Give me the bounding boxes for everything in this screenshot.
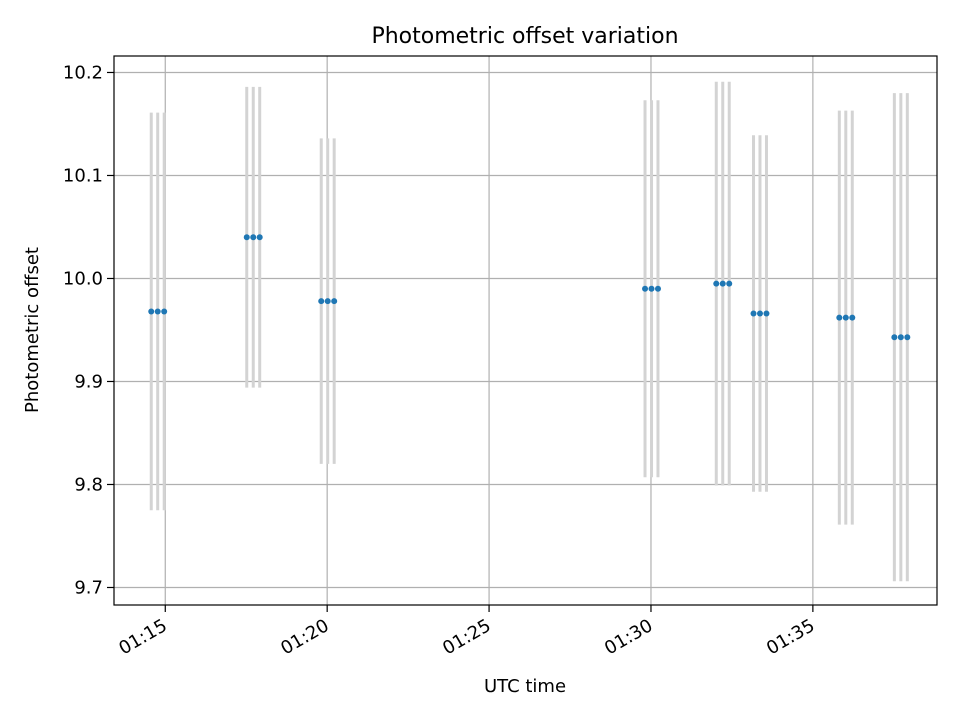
data-point — [891, 334, 898, 341]
data-point — [719, 280, 726, 287]
data-points — [148, 234, 911, 341]
data-point — [250, 234, 257, 241]
data-point — [256, 234, 263, 241]
data-point — [756, 310, 763, 317]
data-point — [849, 314, 856, 321]
data-point — [842, 314, 849, 321]
data-point — [318, 298, 325, 305]
chart-title: Photometric offset variation — [371, 24, 678, 49]
y-tick-label: 10.2 — [63, 62, 103, 83]
data-point — [161, 308, 168, 315]
y-tick-label: 9.9 — [74, 371, 103, 392]
data-point — [763, 310, 770, 317]
y-tick-label: 9.7 — [74, 577, 103, 598]
data-point — [148, 308, 155, 315]
data-point — [642, 285, 649, 292]
data-point — [648, 285, 655, 292]
y-tick-label: 9.8 — [74, 474, 103, 495]
y-tick-label: 10.0 — [63, 268, 103, 289]
data-point — [713, 280, 720, 287]
data-point — [243, 234, 250, 241]
data-point — [331, 298, 338, 305]
y-axis-ticks: 9.7 9.8 9.9 10.0 10.1 10.2 — [63, 62, 114, 598]
data-point — [836, 314, 843, 321]
x-axis-label: UTC time — [484, 676, 566, 697]
y-tick-label: 10.1 — [63, 165, 103, 186]
y-axis-label: Photometric offset — [22, 247, 43, 413]
data-point — [904, 334, 911, 341]
data-point — [726, 280, 733, 287]
data-point — [897, 334, 904, 341]
data-point — [750, 310, 757, 317]
data-point — [324, 298, 331, 305]
data-point — [154, 308, 161, 315]
plot-frame — [113, 55, 938, 606]
data-point — [654, 285, 661, 292]
